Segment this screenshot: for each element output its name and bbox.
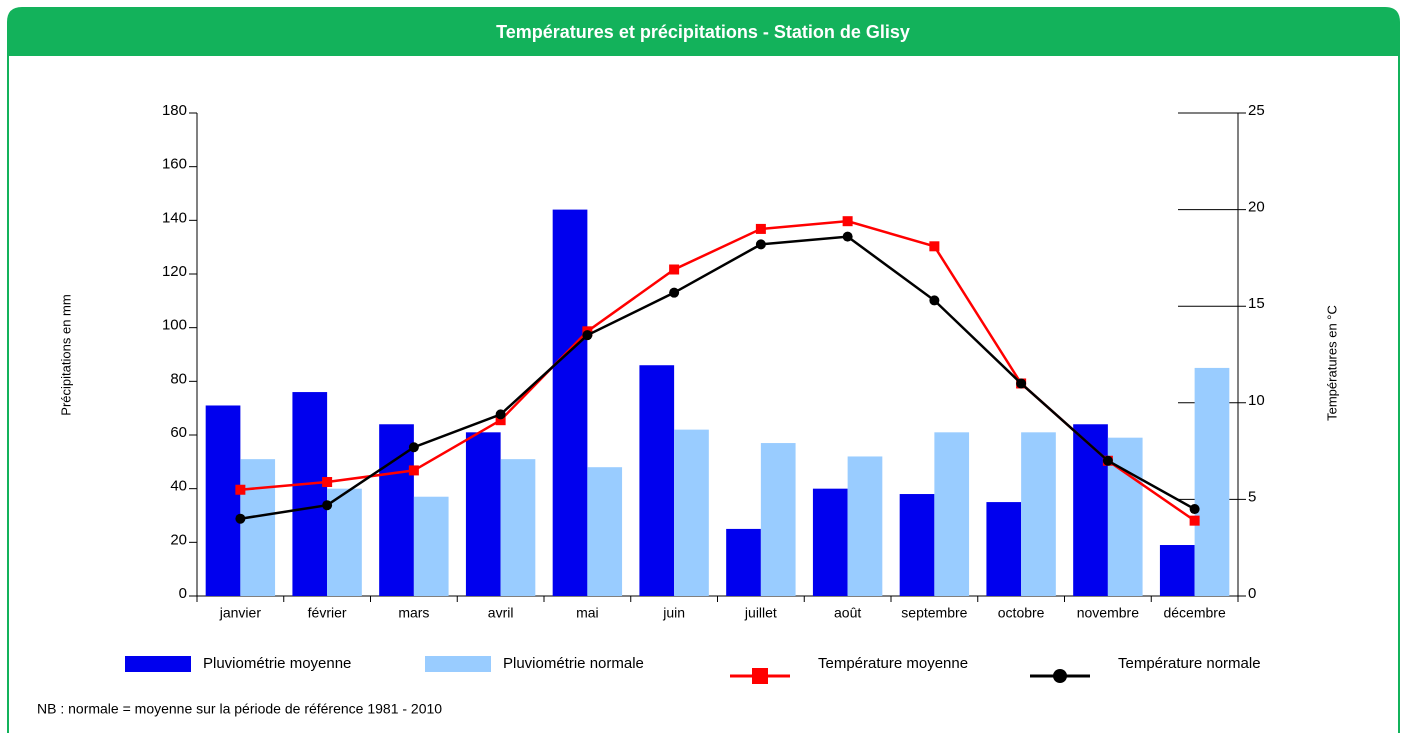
note: NB : normale = moyenne sur la période de… [37, 701, 442, 717]
y-tick-label: 100 [162, 317, 187, 334]
legend-label: Température moyenne [818, 655, 968, 672]
x-tick-label: juillet [744, 605, 777, 621]
bar [1194, 367, 1230, 596]
bar [726, 528, 761, 596]
legend-marker [752, 668, 768, 684]
marker [842, 216, 853, 227]
y-tick-label: 20 [170, 531, 187, 548]
y-tick-label: 0 [179, 585, 187, 602]
y-tick-label: 60 [170, 424, 187, 441]
y-tick-label: 160 [162, 156, 187, 173]
marker [929, 295, 940, 306]
bar [587, 467, 623, 596]
line [240, 235, 1196, 520]
header [8, 8, 1399, 56]
x-tick-label: octobre [998, 605, 1045, 621]
marker [1189, 515, 1200, 526]
marker [755, 223, 766, 234]
legend-marker [1053, 669, 1067, 683]
marker [235, 513, 246, 524]
x-tick-label: février [308, 605, 347, 621]
legend-swatch [125, 656, 191, 672]
y-tick-label: 180 [162, 102, 187, 119]
legend-label: Pluviométrie moyenne [203, 655, 351, 672]
x-tick-label: septembre [901, 605, 967, 621]
y2-tick-label: 25 [1248, 102, 1265, 119]
y-tick-label: 120 [162, 263, 187, 280]
marker [322, 500, 333, 511]
y2-tick-label: 10 [1248, 392, 1265, 409]
y2-tick-label: 5 [1248, 488, 1256, 505]
y-tick-label: 80 [170, 370, 187, 387]
y-axis-label: Précipitations en mm [58, 294, 73, 415]
y-tick-label: 40 [170, 478, 187, 495]
x-tick-label: janvier [219, 605, 262, 621]
bar [205, 405, 241, 596]
marker [408, 442, 419, 453]
y2-tick-label: 0 [1248, 585, 1256, 602]
bar [292, 392, 328, 596]
bar [1021, 432, 1056, 596]
bar [639, 365, 675, 596]
marker [408, 465, 419, 476]
marker [755, 239, 766, 250]
x-tick-label: novembre [1077, 605, 1139, 621]
bar [500, 459, 536, 596]
bar [379, 424, 414, 596]
bar [1159, 545, 1195, 596]
bar [1073, 424, 1108, 596]
bar [847, 456, 883, 596]
panel [7, 7, 1400, 733]
y2-axis-label: Températures en °C [1324, 305, 1339, 421]
bar [986, 502, 1022, 596]
bar [465, 432, 501, 596]
x-tick-label: décembre [1163, 605, 1225, 621]
bar [812, 488, 848, 596]
bar [327, 488, 362, 596]
bar [760, 443, 796, 596]
bar [240, 459, 276, 596]
bar [1107, 437, 1143, 596]
marker [669, 287, 680, 298]
marker [929, 241, 940, 252]
marker [842, 231, 853, 242]
x-tick-label: mai [576, 605, 599, 621]
bar [674, 429, 709, 596]
marker [1189, 504, 1200, 515]
marker [1102, 455, 1113, 466]
legend-swatch [425, 656, 491, 672]
x-tick-label: août [834, 605, 861, 621]
y2-tick-label: 15 [1248, 295, 1265, 312]
x-tick-label: avril [488, 605, 514, 621]
marker [495, 409, 506, 420]
bar [899, 494, 935, 596]
legend-label: Température normale [1118, 655, 1261, 672]
y-tick-label: 140 [162, 209, 187, 226]
x-tick-label: mars [398, 605, 429, 621]
legend-label: Pluviométrie normale [503, 655, 644, 672]
chart-title: Températures et précipitations - Station… [496, 22, 910, 42]
marker [669, 264, 680, 275]
bar [552, 209, 588, 596]
marker [1016, 378, 1027, 389]
bar [934, 432, 970, 596]
marker [582, 330, 593, 341]
x-tick-label: juin [662, 605, 685, 621]
y2-tick-label: 20 [1248, 199, 1265, 216]
marker [495, 415, 506, 426]
marker [322, 477, 333, 488]
marker [235, 484, 246, 495]
bar [413, 496, 449, 596]
